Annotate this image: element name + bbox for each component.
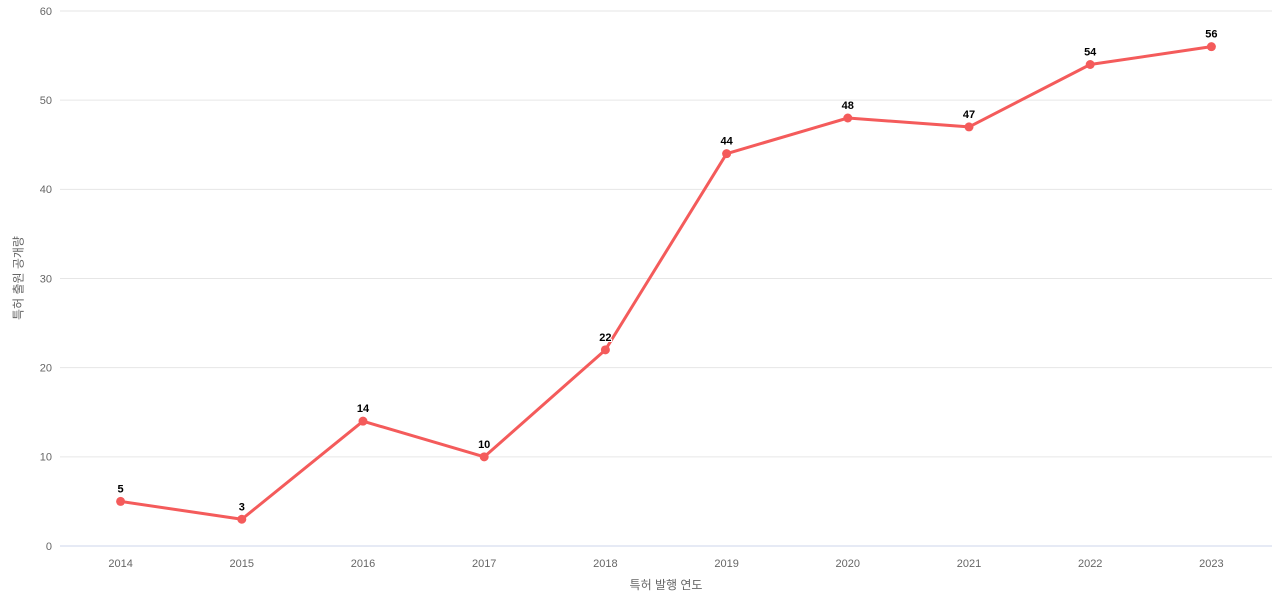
- data-point-label: 56: [1205, 29, 1217, 41]
- x-tick-label: 2022: [1078, 558, 1102, 570]
- data-point-label: 10: [478, 439, 490, 451]
- y-tick-label: 20: [40, 363, 52, 375]
- y-tick-label: 50: [40, 95, 52, 107]
- y-tick-label: 40: [40, 184, 52, 196]
- data-point-marker[interactable]: [237, 514, 247, 524]
- data-point-label: 5: [118, 483, 124, 495]
- data-point-marker[interactable]: [964, 122, 974, 132]
- x-tick-label: 2016: [351, 558, 375, 570]
- data-point-marker[interactable]: [722, 149, 732, 159]
- x-tick-label: 2015: [230, 558, 254, 570]
- data-point-marker[interactable]: [1085, 60, 1095, 69]
- x-tick-label: 2014: [108, 558, 132, 570]
- data-point-label: 22: [599, 332, 611, 344]
- y-axis-title: 특허 출원 공개량: [11, 236, 26, 320]
- data-point-marker[interactable]: [843, 113, 853, 123]
- x-tick-label: 2019: [714, 558, 738, 570]
- data-point-label: 44: [720, 136, 733, 148]
- x-tick-label: 2017: [472, 558, 496, 570]
- data-point-label: 3: [239, 501, 245, 513]
- data-point-label: 48: [842, 100, 854, 112]
- data-point-marker[interactable]: [600, 345, 610, 355]
- x-tick-label: 2021: [957, 558, 981, 570]
- x-tick-label: 2023: [1199, 558, 1223, 570]
- data-point-marker[interactable]: [479, 452, 489, 462]
- series-line: [119, 45, 1213, 521]
- y-tick-label: 30: [40, 273, 52, 285]
- data-point-label: 47: [963, 109, 975, 121]
- y-tick-label: 60: [40, 6, 52, 18]
- y-tick-label: 10: [40, 452, 52, 464]
- data-point-marker[interactable]: [358, 416, 368, 426]
- data-point-label: 14: [357, 403, 370, 415]
- data-point-marker[interactable]: [1206, 42, 1216, 52]
- data-point-label: 54: [1084, 47, 1097, 59]
- x-tick-label: 2020: [836, 558, 860, 570]
- data-point-marker[interactable]: [116, 496, 126, 506]
- x-axis-title: 특허 발행 연도: [629, 578, 703, 592]
- x-tick-label: 2018: [593, 558, 617, 570]
- y-tick-label: 0: [46, 541, 52, 553]
